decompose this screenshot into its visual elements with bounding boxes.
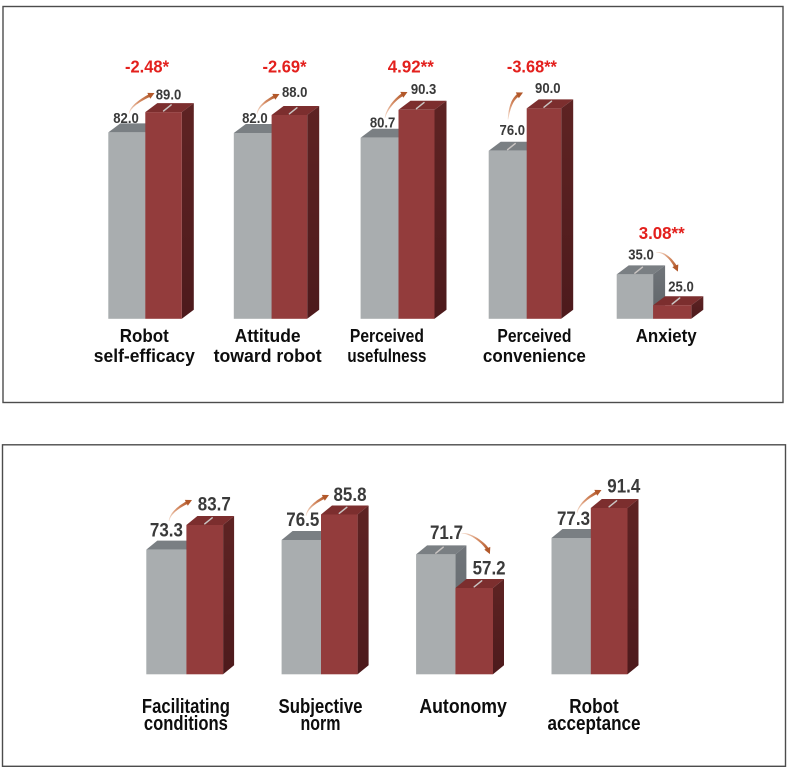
svg-text:usefulness: usefulness	[347, 346, 426, 366]
svg-text:90.0: 90.0	[535, 81, 561, 97]
svg-text:conditions: conditions	[144, 712, 228, 735]
svg-text:Attitude: Attitude	[235, 326, 301, 346]
svg-text:90.3: 90.3	[411, 82, 437, 98]
svg-text:Perceived: Perceived	[350, 326, 424, 346]
svg-text:Facilitating: Facilitating	[142, 695, 230, 718]
svg-text:83.7: 83.7	[198, 495, 231, 516]
svg-text:-2.69*: -2.69*	[263, 57, 307, 77]
svg-text:57.2: 57.2	[473, 559, 506, 580]
svg-text:77.3: 77.3	[557, 509, 590, 530]
svg-text:Robot: Robot	[120, 326, 169, 346]
svg-text:acceptance: acceptance	[548, 712, 641, 735]
svg-text:-2.48*: -2.48*	[125, 57, 169, 77]
svg-text:3.08**: 3.08**	[639, 223, 685, 243]
svg-text:self-efficacy: self-efficacy	[94, 346, 195, 366]
svg-text:Robot: Robot	[569, 695, 619, 718]
svg-text:91.4: 91.4	[607, 476, 640, 497]
svg-text:Anxiety: Anxiety	[636, 326, 697, 346]
svg-text:Subjective: Subjective	[279, 695, 363, 718]
svg-text:80.7: 80.7	[370, 116, 396, 132]
svg-text:25.0: 25.0	[668, 279, 694, 295]
svg-text:4.92**: 4.92**	[388, 57, 434, 77]
svg-text:norm: norm	[301, 712, 341, 735]
svg-text:89.0: 89.0	[156, 88, 182, 104]
svg-text:35.0: 35.0	[628, 248, 654, 264]
svg-text:76.5: 76.5	[286, 510, 319, 531]
svg-text:convenience: convenience	[483, 346, 586, 366]
svg-text:82.0: 82.0	[242, 111, 268, 127]
svg-text:-3.68**: -3.68**	[507, 57, 557, 77]
svg-text:Autonomy: Autonomy	[419, 695, 507, 718]
svg-text:73.3: 73.3	[150, 521, 183, 542]
svg-text:toward robot: toward robot	[214, 346, 322, 366]
svg-text:88.0: 88.0	[282, 85, 308, 101]
svg-text:85.8: 85.8	[334, 485, 367, 506]
svg-text:82.0: 82.0	[113, 111, 139, 127]
svg-text:71.7: 71.7	[430, 523, 463, 544]
svg-text:Perceived: Perceived	[497, 326, 571, 346]
svg-text:76.0: 76.0	[500, 123, 526, 139]
